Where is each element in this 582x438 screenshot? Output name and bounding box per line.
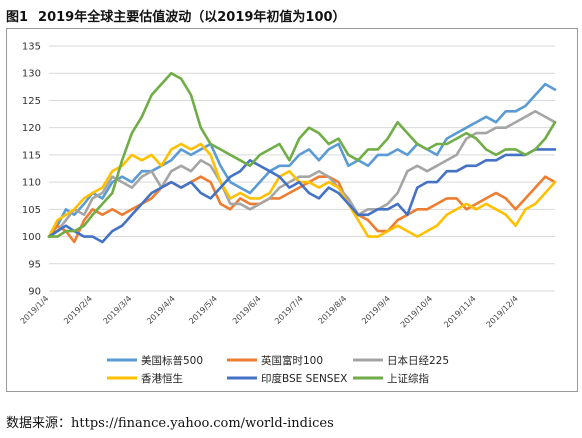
x-tick-label: 2019/5/4 xyxy=(187,294,219,326)
figure-number: 图1 xyxy=(6,10,29,25)
x-tick-label: 2019/10/4 xyxy=(399,294,434,329)
x-tick-label: 2019/4/4 xyxy=(145,294,177,326)
data-source-note: 数据来源：https://finance.yahoo.com/world-ind… xyxy=(6,416,334,431)
legend-label: 美国标普500 xyxy=(141,354,203,367)
series-line xyxy=(47,148,557,244)
x-tick-label: 2019/9/4 xyxy=(360,294,392,326)
legend-label: 日本日经225 xyxy=(387,354,449,367)
y-tick-label: 125 xyxy=(22,96,41,107)
series-line xyxy=(47,110,557,238)
series-line xyxy=(47,82,557,238)
x-tick-label: 2019/8/4 xyxy=(317,294,349,326)
chart-frame: 90 95 100 105 110 115 120 125 130 135 2019/1/4 2019… xyxy=(6,28,578,392)
x-tick-label: 2019/1/4 xyxy=(19,294,51,326)
legend-label: 香港恒生 xyxy=(141,372,183,385)
x-tick-label: 2019/6/4 xyxy=(231,294,263,326)
legend-label: 印度BSE SENSEX xyxy=(261,372,347,385)
series-line xyxy=(47,175,557,244)
figure-title-text: 2019年全球主要估值波动（以2019年初值为100） xyxy=(38,10,346,25)
legend-label: 上证综指 xyxy=(387,372,429,385)
figure-title: 图1 2019年全球主要估值波动（以2019年初值为100） xyxy=(6,6,346,25)
x-tick-label: 2019/11/4 xyxy=(442,294,477,329)
y-tick-label: 135 xyxy=(22,42,41,53)
y-tick-label: 95 xyxy=(28,259,41,270)
line-chart: 90 95 100 105 110 115 120 125 130 135 2019/1/4 2019… xyxy=(19,42,557,385)
legend-label: 英国富时100 xyxy=(261,354,323,367)
x-tick-label: 2019/12/4 xyxy=(484,294,519,329)
y-tick-label: 90 xyxy=(28,287,41,298)
y-tick-label: 105 xyxy=(22,205,41,216)
x-tick-label: 2019/3/4 xyxy=(102,294,134,326)
y-tick-label: 115 xyxy=(22,150,41,161)
x-tick-label: 2019/2/4 xyxy=(62,294,94,326)
x-tick-label: 2019/7/4 xyxy=(273,294,305,326)
series-line xyxy=(47,71,557,238)
y-tick-label: 100 xyxy=(22,232,41,243)
y-tick-label: 110 xyxy=(22,178,41,189)
y-tick-label: 130 xyxy=(22,69,41,80)
y-tick-label: 120 xyxy=(22,123,41,134)
